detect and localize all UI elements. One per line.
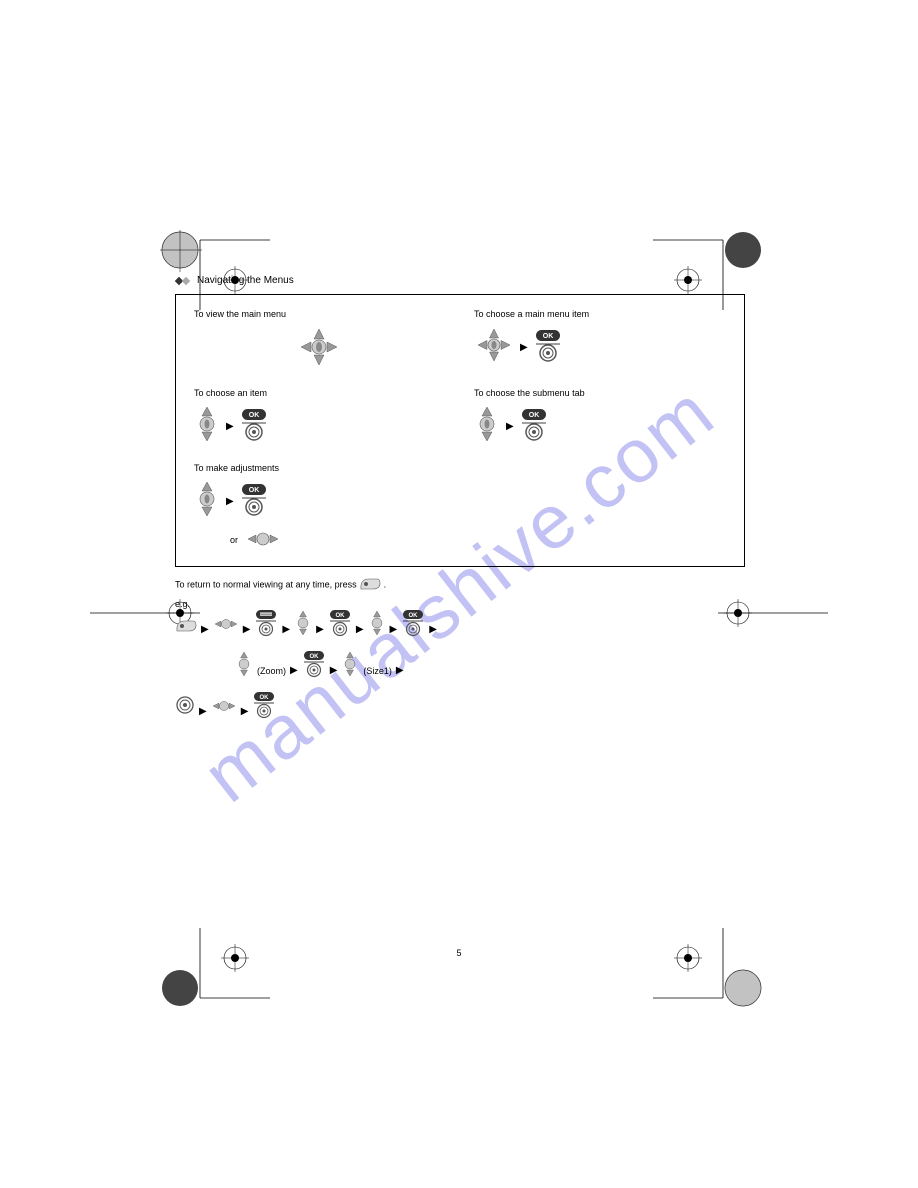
arrow-right-icon: ▶ [201,614,209,646]
step2-right-label: To choose the submenu tab [474,388,724,398]
ok-button-icon: OK [240,482,268,521]
dpad-4way-icon [474,325,514,370]
arrow-right-icon: ▶ [290,655,298,687]
ok-button-icon: OK [520,407,548,446]
arrow-right-icon: ▶ [429,614,437,646]
arrow-right-icon: ▶ [520,342,528,353]
arrow-right-icon: ▶ [356,614,364,646]
svg-text:OK: OK [248,412,259,419]
svg-text:OK: OK [260,695,270,701]
remote-small-icon [359,577,381,593]
instruction-box: To view the main menu [175,294,745,567]
dpad-4way-icon [297,325,341,374]
dpad-updown-icon [474,404,500,449]
svg-text:OK: OK [542,333,553,340]
ok-button-icon: OK [240,407,268,446]
section-header: Navigating the Menus [175,275,745,286]
svg-text:OK: OK [309,654,319,660]
dpad-updown-icon [194,404,220,449]
ok-button-small-icon: OK [302,650,326,691]
arrow-right-icon: ▶ [506,421,514,432]
ok-button-icon: OK [534,328,562,367]
zoom-label: (Zoom) [257,655,286,687]
crop-mark-br [653,928,763,1008]
arrow-right-icon: ▶ [396,655,404,687]
arrow-right-icon: ▶ [226,496,234,507]
dpad-updown-small-icon [341,650,359,691]
crop-mark-bl [160,928,270,1008]
arrow-right-icon: ▶ [226,421,234,432]
step2-left-label: To choose an item [194,388,444,398]
dpad-updown-icon [194,479,220,524]
example-row: e.g. [175,599,745,609]
example-flow-line2: (Zoom) ▶ OK ▶ (Size1) ▶ [235,650,745,691]
dpad-updown-small-icon [294,609,312,650]
diamond-bullet-icon [175,276,191,286]
size1-label: (Size1) [363,655,392,687]
ok-button-small-icon: OK [328,609,352,650]
ok-button-small-icon: OK [252,691,276,732]
arrow-right-icon: ▶ [390,614,398,646]
example-flow-line3: ▶ ▶ OK [175,691,745,732]
ok-button-small-icon: OK [401,609,425,650]
svg-text:OK: OK [528,412,539,419]
return-text-prefix: To return to normal viewing at any time,… [175,579,359,589]
arrow-right-icon: ▶ [199,696,207,728]
ok-spiral-icon [175,695,195,728]
arrow-right-icon: ▶ [241,696,249,728]
dpad-leftright-icon [246,528,280,552]
svg-text:OK: OK [409,613,419,619]
section-title: Navigating the Menus [197,275,294,286]
remote-small-icon [175,614,197,646]
return-text-suffix: . [384,579,387,589]
dpad-leftright-small-icon [213,614,239,646]
arrow-right-icon: ▶ [330,655,338,687]
dpad-updown-small-icon [235,650,253,691]
step1-left-label: To view the main menu [194,309,444,319]
example-flow: ▶ ▶ ▶ ▶ OK ▶ ▶ OK ▶ [175,609,745,650]
menu-button-small-icon [254,609,278,650]
or-label: or [230,535,238,545]
svg-text:OK: OK [248,487,259,494]
dpad-leftright-small-icon [211,696,237,728]
svg-text:OK: OK [335,613,345,619]
arrow-right-icon: ▶ [282,614,290,646]
page-number: 5 [456,948,461,958]
step1-right-label: To choose a main menu item [474,309,724,319]
arrow-right-icon: ▶ [316,614,324,646]
eg-label: e.g. [175,599,190,609]
below-box: To return to normal viewing at any time,… [175,577,745,593]
step3-label: To make adjustments [194,463,444,473]
page-body: Navigating the Menus To view the main me… [175,275,745,732]
dpad-updown-small-icon [368,609,386,650]
arrow-right-icon: ▶ [243,614,251,646]
